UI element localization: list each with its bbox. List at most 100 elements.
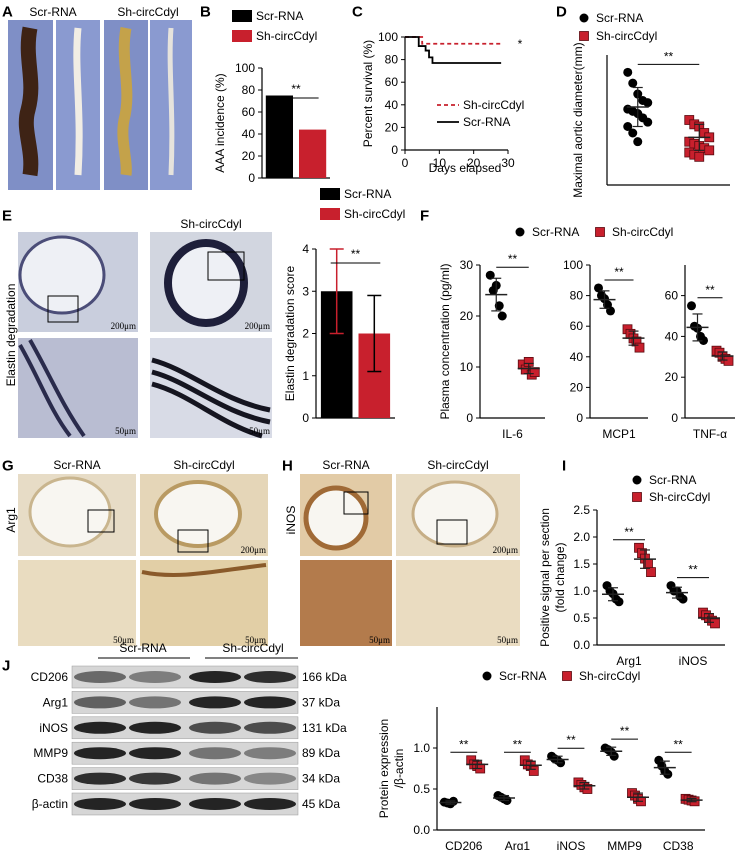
data-point bbox=[699, 335, 708, 345]
blot-band bbox=[74, 671, 126, 683]
blot-band bbox=[129, 747, 181, 760]
aorta bbox=[73, 27, 83, 176]
y-axis-label: Percent survival (%) bbox=[361, 40, 375, 147]
blot-band bbox=[244, 747, 296, 760]
y-tick-label: 20 bbox=[665, 370, 679, 384]
blot-band bbox=[189, 721, 241, 734]
significance: ** bbox=[688, 563, 698, 577]
group-label: Sh-circCdyl bbox=[117, 5, 178, 19]
y-axis-label: Maximal aortic diameter(mm) bbox=[571, 42, 585, 197]
data-point bbox=[609, 751, 619, 761]
image-label: Scr-RNA bbox=[322, 458, 369, 472]
significance: * bbox=[518, 37, 523, 51]
significance: ** bbox=[614, 265, 624, 279]
x-tick-label: MCP1 bbox=[602, 427, 636, 441]
inset-box bbox=[343, 491, 369, 515]
blot-band bbox=[244, 721, 296, 734]
protein-label: iNOS bbox=[39, 721, 68, 735]
x-axis-label: Days elapsed bbox=[429, 161, 502, 175]
stain bbox=[141, 563, 267, 577]
y-axis-label: /β-actin bbox=[392, 749, 406, 789]
y-axis-label: Protein expression bbox=[377, 719, 391, 818]
blot-band bbox=[129, 772, 181, 785]
legend-marker bbox=[515, 227, 525, 237]
significance: ** bbox=[620, 724, 630, 738]
y-tick-label: 0 bbox=[576, 411, 583, 425]
y-tick-label: 0.0 bbox=[413, 823, 430, 837]
blot-band bbox=[244, 696, 296, 709]
x-tick-label: 0 bbox=[402, 156, 409, 170]
blot-band bbox=[244, 772, 296, 785]
y-tick-label: 60 bbox=[242, 105, 256, 119]
y-tick-label: 1 bbox=[302, 369, 309, 383]
y-tick-label: 40 bbox=[242, 127, 256, 141]
panel-e-images: Sh-circCdyl Elastin degradation 200μm 20… bbox=[4, 217, 272, 439]
blot-band bbox=[74, 747, 126, 760]
x-tick-label: iNOS bbox=[679, 654, 708, 668]
legend-label: Scr-RNA bbox=[532, 225, 579, 239]
y-tick-label: 0 bbox=[466, 411, 473, 425]
legend-label: Scr-RNA bbox=[344, 187, 391, 201]
data-point bbox=[710, 618, 720, 629]
fiber bbox=[18, 339, 86, 438]
legend-label: Scr-RNA bbox=[463, 115, 510, 129]
legend-label: Sh-circCdyl bbox=[256, 29, 317, 43]
legend-marker bbox=[632, 492, 642, 502]
image-label: Sh-circCdyl bbox=[427, 458, 488, 472]
y-tick-label: 2 bbox=[302, 327, 309, 341]
panel-letter: B bbox=[200, 4, 211, 21]
y-axis-label: (fold change) bbox=[553, 542, 567, 612]
legend-label: Sh-circCdyl bbox=[463, 98, 524, 112]
y-tick-label: 60 bbox=[665, 289, 679, 303]
data-point bbox=[594, 283, 603, 293]
data-point bbox=[646, 567, 656, 577]
bar bbox=[265, 95, 293, 178]
histology-image bbox=[396, 560, 520, 646]
inset-box bbox=[87, 509, 115, 533]
y-tick-label: 100 bbox=[563, 258, 583, 272]
blot-strip bbox=[71, 665, 299, 689]
scale-bar: 200μm bbox=[111, 321, 136, 331]
y-tick-label: 30 bbox=[460, 258, 474, 272]
blot-band bbox=[129, 671, 181, 683]
histology-image bbox=[18, 560, 136, 646]
blot-band bbox=[244, 798, 296, 810]
legend-marker bbox=[579, 31, 589, 41]
data-point bbox=[704, 145, 715, 156]
x-tick-label: iNOS bbox=[557, 839, 586, 850]
x-tick-label: MMP9 bbox=[607, 839, 642, 850]
legend-label: Scr-RNA bbox=[596, 11, 643, 25]
legend-marker bbox=[632, 475, 642, 485]
inset-box bbox=[177, 529, 209, 553]
y-tick-label: 1.5 bbox=[573, 557, 590, 571]
y-tick-label: 100 bbox=[378, 30, 398, 44]
data-point bbox=[723, 355, 734, 366]
panel-letter: J bbox=[2, 658, 10, 675]
blot-band bbox=[74, 772, 126, 785]
panel-a: Scr-RNA Sh-circCdyl bbox=[8, 5, 192, 190]
histology-image bbox=[300, 560, 392, 646]
data-point bbox=[494, 301, 504, 311]
scale-bar: 50μm bbox=[249, 426, 270, 436]
y-axis-label: AAA incidence (%) bbox=[213, 73, 227, 172]
x-tick-label: TNF-α bbox=[693, 427, 727, 441]
inset-box bbox=[207, 251, 245, 281]
panel-letter: I bbox=[562, 458, 566, 475]
size-label: 34 kDa bbox=[302, 772, 340, 786]
legend-marker bbox=[562, 671, 572, 681]
blot-strip bbox=[71, 741, 299, 765]
y-tick-label: 1.0 bbox=[413, 741, 430, 755]
legend-swatch bbox=[320, 208, 340, 220]
y-axis-label: Elastin degradation score bbox=[283, 265, 297, 401]
size-label: 45 kDa bbox=[302, 797, 340, 811]
blot-strip bbox=[71, 716, 299, 740]
aorta bbox=[18, 26, 39, 177]
significance: ** bbox=[566, 733, 576, 747]
y-tick-label: 0 bbox=[302, 411, 309, 425]
x-tick-label: Arg1 bbox=[505, 839, 531, 850]
y-tick-label: 1.0 bbox=[573, 584, 590, 598]
y-tick-label: 60 bbox=[385, 75, 399, 89]
y-tick-label: 0 bbox=[671, 411, 678, 425]
blot-band bbox=[189, 671, 241, 683]
data-point bbox=[485, 270, 495, 280]
